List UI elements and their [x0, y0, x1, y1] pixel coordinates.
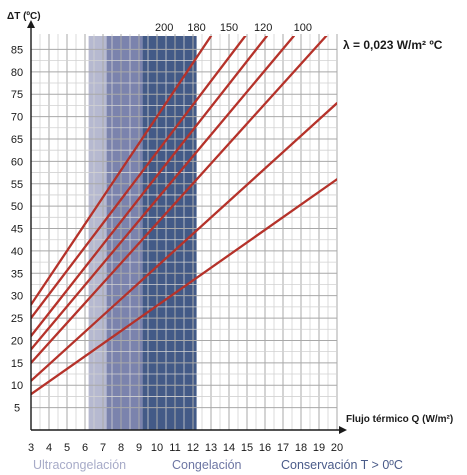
x-axis-arrow	[339, 426, 347, 434]
y-tick-label: 30	[11, 291, 23, 303]
zone-label-2: Conservación T > 0ºC	[281, 458, 403, 472]
x-tick-label: 10	[151, 442, 163, 454]
series-top-label: 180	[187, 22, 205, 34]
y-tick-label: 40	[11, 246, 23, 258]
y-tick-label: 45	[11, 224, 23, 236]
lambda-annotation: λ = 0,023 W/m² ºC	[343, 38, 443, 52]
y-tick-label: 85	[11, 44, 23, 56]
x-tick-label: 13	[205, 442, 217, 454]
series-line-2	[31, 36, 268, 338]
x-tick-label: 15	[241, 442, 253, 454]
series-top-label: 200	[155, 22, 173, 34]
series-line-5	[31, 102, 337, 382]
y-tick-label: 25	[11, 313, 23, 325]
y-tick-label: 50	[11, 201, 23, 213]
axes-layer	[27, 20, 347, 434]
series-top-label: 100	[294, 22, 312, 34]
y-axis-title: ΔT (ºC)	[7, 11, 41, 22]
x-tick-label: 9	[136, 442, 142, 454]
series-line-6	[31, 178, 337, 396]
y-tick-label: 55	[11, 179, 23, 191]
y-tick-label: 65	[11, 134, 23, 146]
zone-band-0	[88, 36, 107, 430]
y-axis-arrow	[27, 20, 35, 28]
grid-layer	[30, 34, 338, 430]
y-tick-label: 70	[11, 112, 23, 124]
x-tick-label: 12	[187, 442, 199, 454]
zone-label-0: Ultracongelación	[33, 458, 126, 472]
series-line-3	[31, 36, 295, 351]
x-tick-label: 3	[28, 442, 34, 454]
x-tick-label: 19	[313, 442, 325, 454]
x-tick-label: 11	[169, 442, 180, 454]
y-tick-label: 5	[14, 403, 20, 415]
x-tick-label: 14	[223, 442, 235, 454]
x-tick-label: 4	[46, 442, 52, 454]
series-line-0	[31, 36, 213, 306]
series-top-label: 150	[220, 22, 238, 34]
series-top-label: 120	[254, 22, 272, 34]
zone-label-1: Congelación	[172, 458, 242, 472]
lines-layer	[31, 36, 337, 396]
series-line-4	[31, 36, 328, 364]
series-line-1	[31, 36, 247, 320]
x-axis-title: Flujo térmico Q (W/m²)	[346, 414, 453, 425]
y-tick-label: 20	[11, 335, 23, 347]
y-tick-label: 75	[11, 89, 23, 101]
y-tick-label: 10	[11, 380, 23, 392]
x-tick-label: 17	[277, 442, 289, 454]
zone-band-2	[142, 36, 197, 430]
y-tick-label: 35	[11, 268, 23, 280]
y-tick-label: 80	[11, 67, 23, 79]
x-tick-label: 7	[100, 442, 106, 454]
y-tick-label: 60	[11, 156, 23, 168]
x-tick-label: 6	[82, 442, 88, 454]
x-tick-label: 20	[331, 442, 343, 454]
zones-layer	[88, 36, 197, 430]
x-tick-label: 5	[64, 442, 70, 454]
x-tick-label: 18	[295, 442, 307, 454]
x-tick-label: 16	[259, 442, 271, 454]
y-tick-label: 15	[11, 358, 23, 370]
x-tick-label: 8	[118, 442, 124, 454]
